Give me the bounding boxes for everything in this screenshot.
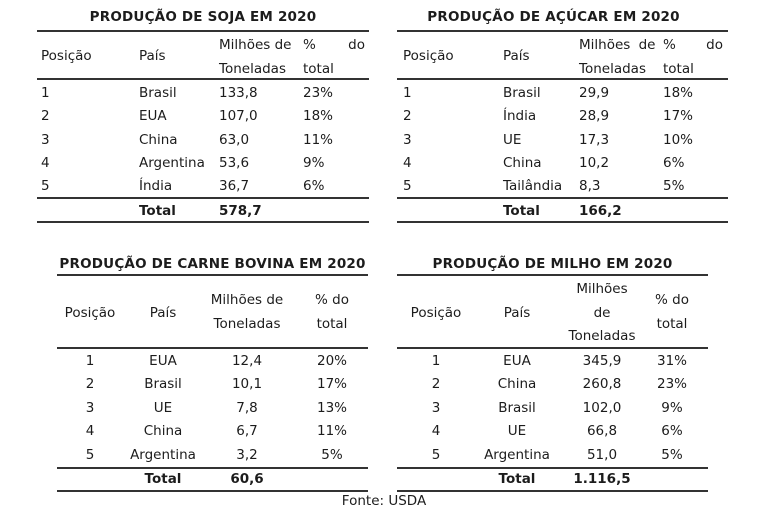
divider [397, 221, 728, 223]
table-title: PRODUÇÃO DE AÇÚCAR EM 2020 [427, 9, 680, 25]
table-title: PRODUÇÃO DE CARNE BOVINA EM 2020 [59, 256, 366, 272]
total-label: Total [144, 471, 182, 487]
total-value: 578,7 [219, 203, 262, 219]
header-pct: % do total [315, 292, 349, 332]
divider [57, 490, 368, 492]
source-footer: Fonte: USDA [341, 493, 427, 509]
total-label: Total [498, 471, 536, 487]
header-milhoes: Milhões de Toneladas [219, 37, 292, 77]
header-pais: País [149, 305, 177, 321]
table-soja: PRODUÇÃO DE SOJA EM 2020 Posição País Mi… [37, 8, 369, 223]
header-pct: % do total [303, 37, 365, 77]
divider [397, 490, 708, 492]
header-posicao: Posição [41, 48, 92, 64]
divider [397, 274, 708, 276]
divider [37, 197, 369, 199]
divider [37, 221, 369, 223]
header-milhoes: Milhões de Toneladas [210, 292, 284, 332]
divider [397, 347, 708, 349]
divider [57, 467, 368, 469]
total-label: Total [503, 203, 540, 219]
total-value: 60,6 [230, 471, 264, 487]
header-pct: % do total [663, 37, 723, 77]
header-posicao: Posição [403, 48, 454, 64]
table-title: PRODUÇÃO DE MILHO EM 2020 [432, 256, 673, 272]
divider [397, 78, 728, 80]
header-posicao: Posição [410, 305, 462, 321]
divider [57, 347, 368, 349]
header-milhoes: Milhões de Toneladas [579, 37, 656, 77]
total-value: 166,2 [579, 203, 622, 219]
table-milho: PRODUÇÃO DE MILHO EM 2020 Posição País M… [397, 252, 708, 492]
header-pais: País [503, 305, 531, 321]
table-carne-bovina: PRODUÇÃO DE CARNE BOVINA EM 2020 Posição… [57, 252, 368, 492]
header-milhoes: Milhões de Toneladas [568, 281, 636, 344]
total-value: 1.116,5 [573, 471, 631, 487]
divider [57, 274, 368, 276]
header-posicao: Posição [64, 305, 116, 321]
table-title: PRODUÇÃO DE SOJA EM 2020 [89, 9, 317, 25]
divider [37, 30, 369, 32]
header-pct: % do total [655, 292, 689, 332]
total-label: Total [139, 203, 176, 219]
divider [397, 467, 708, 469]
header-pais: País [503, 48, 530, 64]
divider [37, 78, 369, 80]
divider [397, 30, 728, 32]
table-acucar: PRODUÇÃO DE AÇÚCAR EM 2020 Posição País … [397, 8, 728, 223]
header-pais: País [139, 48, 166, 64]
divider [397, 197, 728, 199]
